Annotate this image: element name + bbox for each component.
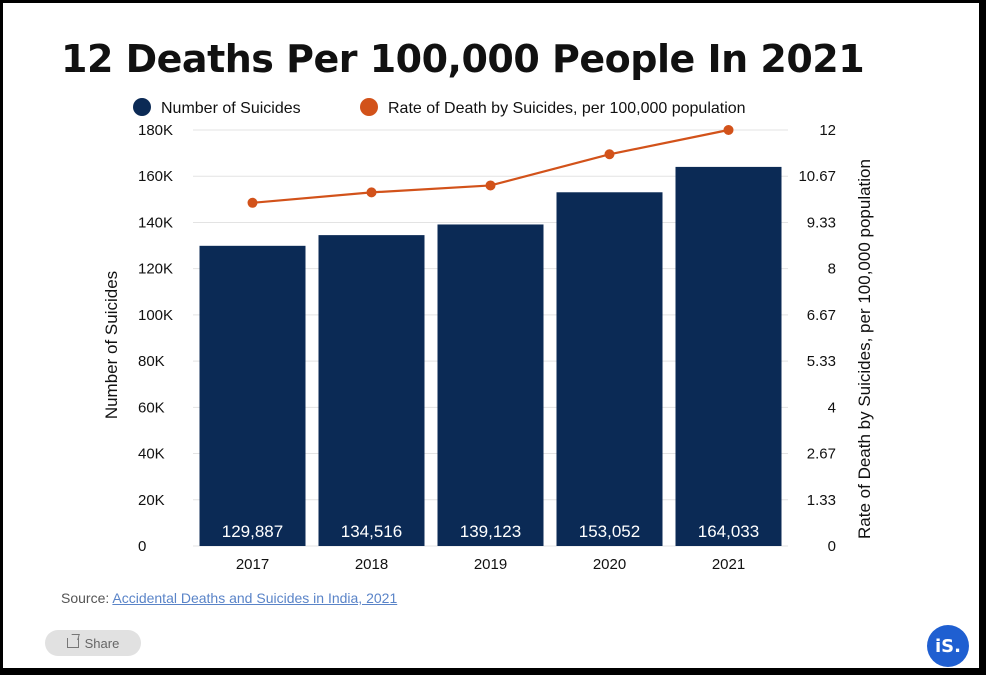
y2-tick-label: 9.33 (807, 214, 836, 231)
y-tick-label: 40K (138, 446, 165, 463)
rate-point (604, 149, 615, 160)
bar-value-label: 134,516 (341, 522, 402, 541)
bar (199, 245, 306, 546)
x-tick-label: 2018 (355, 556, 388, 573)
legend-label-bars: Number of Suicides (161, 100, 301, 117)
y-tick-label: 100K (138, 307, 173, 324)
bar (318, 235, 425, 546)
y2-tick-label: 8 (828, 261, 836, 278)
share-label: Share (84, 635, 120, 651)
chart-title: 12 Deaths Per 100,000 People In 2021 (61, 37, 865, 81)
rate-line (252, 128, 729, 204)
y2-tick-label: 2.67 (807, 446, 836, 463)
y2-tick-label: 12 (819, 122, 836, 139)
y2-tick-label: 10.67 (798, 168, 836, 185)
y-axis-title: Number of Suicides (102, 271, 121, 419)
rate-point (723, 125, 734, 135)
legend-marker-bars (133, 98, 151, 116)
y-tick-label: 120K (138, 261, 173, 278)
y-tick-label: 20K (138, 492, 165, 509)
y2-tick-label: 0 (828, 538, 836, 555)
share-icon (66, 638, 79, 648)
y2-axis-title: Rate of Death by Suicides, per 100,000 p… (855, 159, 874, 539)
y2-tick-label: 5.33 (807, 353, 836, 370)
y-tick-label: 0 (138, 538, 146, 555)
source-line: Source: Accidental Deaths and Suicides i… (61, 590, 397, 606)
y2-tick-label: 4 (828, 399, 836, 416)
source-label: Source: (61, 590, 110, 606)
x-tick-label: 2021 (712, 556, 745, 573)
rate-point (247, 197, 258, 208)
bar-value-label: 139,123 (460, 522, 521, 541)
x-tick-label: 2017 (236, 556, 269, 573)
rate-point (485, 180, 496, 191)
share-button[interactable]: Share (45, 630, 141, 656)
brand-logo[interactable]: iS. (927, 625, 969, 667)
y2-tick-label: 6.67 (807, 307, 836, 324)
y-tick-label: 140K (138, 214, 173, 231)
legend-label-line: Rate of Death by Suicides, per 100,000 p… (388, 100, 746, 117)
source-link[interactable]: Accidental Deaths and Suicides in India,… (112, 590, 398, 606)
bar (556, 192, 663, 546)
x-tick-label: 2019 (474, 556, 507, 573)
chart: 0 0 20K 1.33 40K 2.67 60K 4 80K 5.33 100K 6.67 120K 8… (102, 98, 874, 573)
rate-point (366, 187, 377, 198)
bar-value-label: 129,887 (222, 522, 283, 541)
y-tick-label: 80K (138, 353, 165, 370)
bar (437, 224, 544, 546)
y-tick-label: 160K (138, 168, 173, 185)
bar-value-label: 164,033 (698, 522, 759, 541)
legend-marker-line (360, 98, 378, 116)
y2-tick-label: 1.33 (807, 492, 836, 509)
bar (675, 166, 782, 547)
bar-value-label: 153,052 (579, 522, 640, 541)
y-tick-label: 60K (138, 399, 165, 416)
y-tick-label: 180K (138, 122, 173, 139)
x-tick-label: 2020 (593, 556, 626, 573)
